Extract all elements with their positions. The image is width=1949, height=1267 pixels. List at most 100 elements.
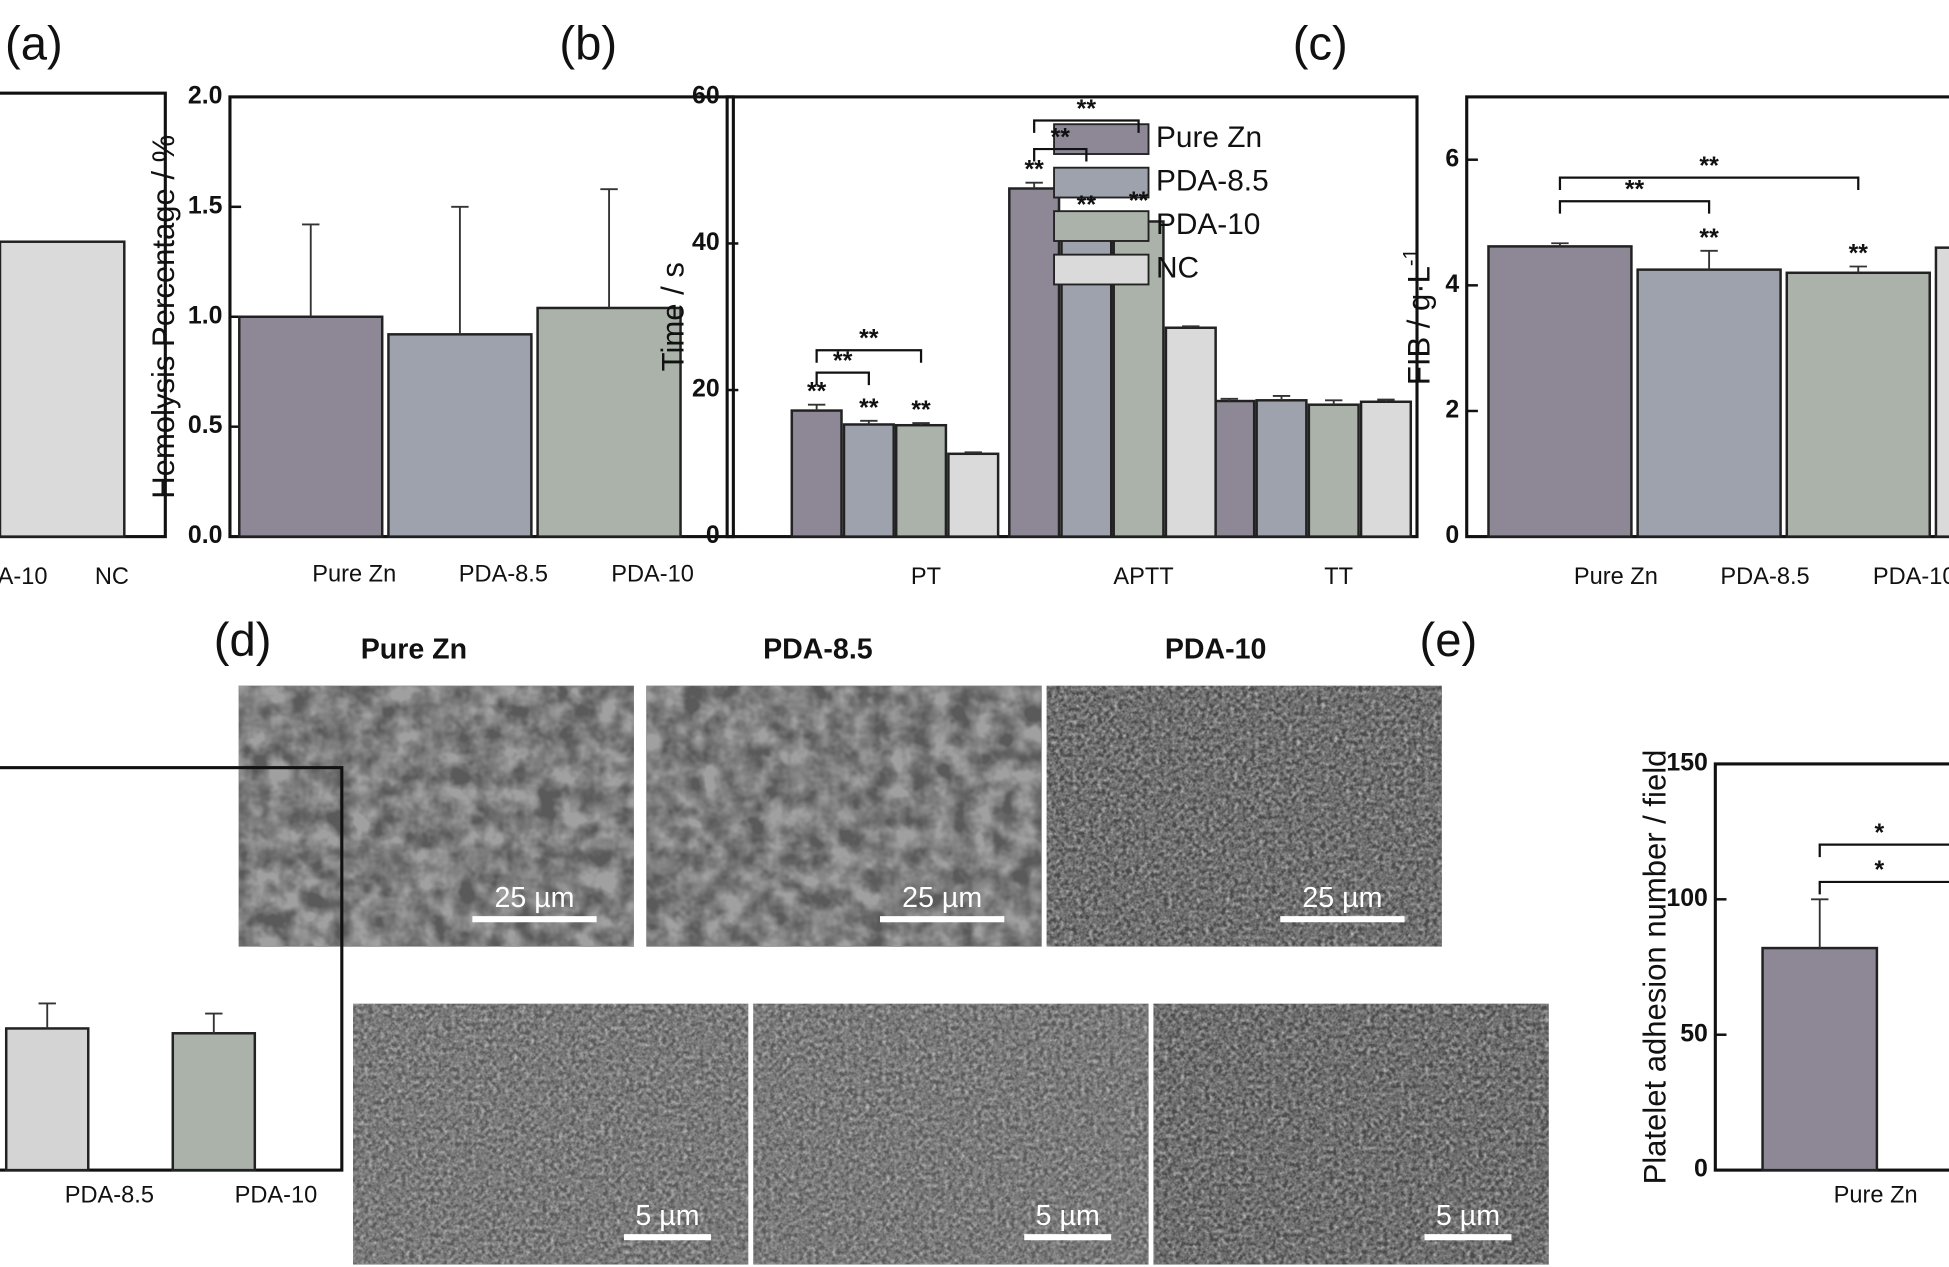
bar bbox=[536, 306, 682, 538]
x-tick-label: Pure Zn bbox=[1834, 1182, 1918, 1208]
annotation: ** bbox=[1024, 157, 1044, 184]
y-tick-label: 1.0 bbox=[188, 302, 223, 329]
y-tick-label: 150 bbox=[1666, 749, 1707, 776]
annotation: ** bbox=[1849, 241, 1869, 268]
legend-label: NC bbox=[1156, 251, 1199, 284]
annotation: ** bbox=[1699, 225, 1719, 252]
y-tick-label: 100 bbox=[1666, 885, 1707, 912]
x-tick-label: PDA-10 bbox=[235, 1182, 318, 1208]
legend-swatch bbox=[1053, 210, 1150, 242]
sem-texture bbox=[753, 1003, 1149, 1265]
sem-texture bbox=[646, 685, 1042, 947]
annotation: ** bbox=[911, 397, 931, 424]
column-title: PDA-10 bbox=[1165, 633, 1267, 665]
y-axis-label-sup: -1 bbox=[1400, 248, 1422, 266]
panel-labels: (a) (b) (c) (d) (e) bbox=[5, 18, 1477, 667]
x-tick-label: PDA-8.5 bbox=[65, 1182, 154, 1208]
annotation: ** bbox=[1625, 177, 1645, 204]
y-tick-label: 0 bbox=[1445, 522, 1459, 549]
bar bbox=[4, 1027, 90, 1172]
annotation: ** bbox=[1129, 188, 1149, 215]
y-tick-label: 4 bbox=[1445, 271, 1459, 298]
annotation: ** bbox=[807, 379, 827, 406]
bar bbox=[894, 423, 948, 538]
y-tick-label: 0 bbox=[706, 522, 720, 549]
legend-swatch bbox=[1053, 253, 1150, 286]
y-axis-label-text: FIB / g·L bbox=[1401, 266, 1436, 385]
x-tick-label: PDA-10 bbox=[611, 561, 694, 587]
bar bbox=[238, 315, 384, 538]
sem-texture bbox=[1046, 685, 1442, 947]
y-axis-label: Platelet adhesion number / field bbox=[1638, 750, 1673, 1185]
y-axis-label: Hemolysis Percentage / % bbox=[146, 135, 181, 499]
scale-bar-label: 5 µm bbox=[635, 1200, 699, 1232]
bar bbox=[1636, 268, 1782, 538]
annotation: ** bbox=[1077, 96, 1097, 123]
y-axis-label: Time / s bbox=[656, 262, 691, 371]
significance-bracket bbox=[1558, 200, 1711, 214]
bar bbox=[842, 423, 895, 538]
y-tick-label: 0.0 bbox=[188, 522, 223, 549]
column-title: PDA-8.5 bbox=[763, 633, 873, 665]
panel-label: (a) bbox=[5, 18, 63, 71]
x-tick-label: PDA-8.5 bbox=[1720, 564, 1809, 590]
bar bbox=[387, 333, 533, 538]
sem-texture bbox=[1153, 1003, 1549, 1265]
significance-bracket bbox=[1818, 843, 1949, 858]
y-axis-label-text: Platelet adhesion number / field bbox=[1638, 750, 1673, 1185]
scale-bar-label: 25 µm bbox=[494, 882, 574, 914]
annotation: ** bbox=[833, 348, 853, 375]
y-axis-label: FIB / g·L-1 bbox=[1400, 248, 1436, 385]
panel-label: (b) bbox=[559, 18, 617, 71]
panel-label: (d) bbox=[214, 614, 272, 667]
y-tick-label: 2.0 bbox=[188, 82, 223, 109]
x-tick-label: NC bbox=[95, 564, 129, 590]
bar bbox=[947, 452, 1000, 538]
panel-label: (e) bbox=[1419, 614, 1477, 667]
column-title: Pure Zn bbox=[361, 633, 467, 665]
bar bbox=[1785, 271, 1931, 538]
x-tick-label: TT bbox=[1324, 564, 1353, 590]
scale-bar-label: 25 µm bbox=[1302, 882, 1382, 914]
sem-texture bbox=[238, 685, 634, 947]
plot-frame bbox=[0, 766, 344, 1172]
bar bbox=[1359, 400, 1413, 538]
significance-bracket bbox=[815, 371, 870, 386]
bar bbox=[171, 1032, 257, 1172]
significance-bracket bbox=[1818, 880, 1949, 895]
annotation: ** bbox=[1699, 153, 1719, 180]
y-axis-label-text: Time / s bbox=[656, 262, 691, 371]
legend-label: PDA-10 bbox=[1156, 208, 1260, 241]
x-tick-label: PT bbox=[911, 564, 941, 590]
x-tick-label: APTT bbox=[1113, 564, 1173, 590]
y-tick-label: 60 bbox=[692, 82, 720, 109]
sem-panel: Pure Zn PDA-8.5 PDA-10 bbox=[361, 633, 1267, 665]
bar bbox=[1008, 187, 1061, 538]
y-tick-label: 2 bbox=[1445, 397, 1459, 424]
bar bbox=[1307, 403, 1360, 538]
plot-frame bbox=[0, 91, 167, 539]
significance-bracket bbox=[1033, 147, 1088, 162]
annotation: ** bbox=[859, 395, 879, 422]
y-tick-label: 0.5 bbox=[188, 412, 223, 439]
annotation: ** bbox=[859, 326, 879, 353]
legend-label: Pure Zn bbox=[1156, 121, 1262, 154]
bar bbox=[1761, 946, 1879, 1172]
bar bbox=[1934, 246, 1949, 538]
bar bbox=[0, 240, 126, 538]
x-tick-label: PDA-10 bbox=[1873, 564, 1949, 590]
bar bbox=[1487, 245, 1633, 538]
y-tick-label: 20 bbox=[692, 376, 720, 403]
bar bbox=[1255, 399, 1308, 538]
significance-bracket bbox=[815, 349, 923, 363]
annotation: ** bbox=[1077, 192, 1097, 219]
bar bbox=[1164, 326, 1217, 538]
y-tick-label: 0 bbox=[1694, 1156, 1708, 1183]
y-tick-label: 40 bbox=[692, 229, 720, 256]
x-tick-label: Pure Zn bbox=[312, 561, 396, 587]
x-tick-label: PDA-10 bbox=[0, 564, 48, 590]
significance-bracket bbox=[1558, 176, 1860, 191]
scale-bar-label: 25 µm bbox=[902, 882, 982, 914]
y-tick-label: 50 bbox=[1680, 1020, 1708, 1047]
